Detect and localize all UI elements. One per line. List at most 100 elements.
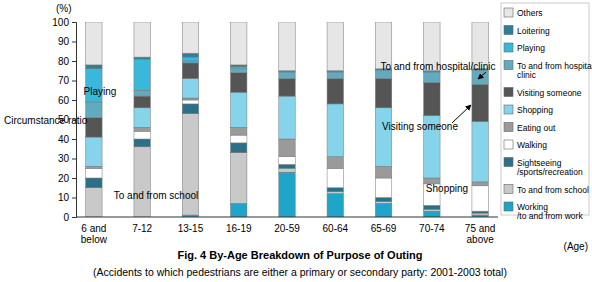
y-tick-mark <box>72 217 76 218</box>
annotation: To and from school <box>114 190 199 201</box>
bar-segment <box>182 22 198 53</box>
bar-segment <box>182 79 198 99</box>
y-tick-mark <box>72 100 76 101</box>
bar-segment <box>134 90 150 96</box>
bar-segment <box>472 182 488 186</box>
bar-segment <box>134 108 150 128</box>
annotations: PlayingTo and from schoolVisiting someon… <box>84 61 496 201</box>
bar-segment <box>182 98 198 100</box>
annotation: To and from hospital/clinic <box>380 61 495 72</box>
bar-segment <box>86 168 102 178</box>
bar-segment <box>182 104 198 114</box>
y-tick-mark <box>72 159 76 160</box>
bar-segment <box>231 153 247 204</box>
y-tick-label: 10 <box>58 192 70 203</box>
bar-segment <box>375 203 391 217</box>
bar-segment <box>327 104 343 157</box>
y-tick-label: 60 <box>58 95 70 106</box>
bar-segment <box>327 157 343 169</box>
bar-segment <box>327 188 343 192</box>
y-tick-label: 80 <box>58 56 70 67</box>
bar-segment <box>472 186 488 211</box>
bar-segment <box>134 96 150 108</box>
bar-segment <box>86 137 102 166</box>
x-tick-label: 65-69 <box>371 223 397 234</box>
bar-segment <box>134 59 150 90</box>
y-tick-label: 40 <box>58 134 70 145</box>
y-tick: 90 <box>58 36 76 47</box>
bar-segment <box>327 168 343 188</box>
bar-segment <box>279 157 295 165</box>
legend-swatch <box>504 26 513 35</box>
bar-segment <box>182 100 198 104</box>
y-tick-mark <box>72 22 76 23</box>
x-tick: 20-59 <box>274 223 300 234</box>
y-tick-label: 90 <box>58 36 70 47</box>
y-tick-mark <box>72 42 76 43</box>
bar-segment <box>375 166 391 178</box>
annotation: Shopping <box>426 183 468 194</box>
y-axis-title: Circumstance ratio <box>4 115 88 126</box>
legend-label: Walking <box>517 140 547 150</box>
legend-label: Visiting someone <box>517 88 582 98</box>
bar-segment <box>375 108 391 167</box>
y-tick: 20 <box>58 173 76 184</box>
bar-segment <box>231 135 247 143</box>
bar-segment <box>424 82 440 115</box>
bar-segment <box>182 57 198 61</box>
bar-segment <box>375 201 391 203</box>
bar-segment <box>86 178 102 188</box>
x-tick-label: 20-59 <box>274 223 300 234</box>
bar-segment <box>472 121 488 181</box>
bar-segment <box>327 71 343 73</box>
bar-segment <box>279 164 295 168</box>
annotation: Visiting someone <box>382 121 458 132</box>
x-tick-label: 70-74 <box>419 223 445 234</box>
x-tick-label: 60-64 <box>322 223 348 234</box>
bar-segment <box>134 139 150 147</box>
y-tick: 40 <box>58 134 76 145</box>
x-tick: 60-64 <box>322 223 348 234</box>
x-tick: 13-15 <box>178 223 204 234</box>
bar-segment <box>472 84 488 121</box>
y-tick-mark <box>72 61 76 62</box>
bar-segment <box>279 172 295 217</box>
x-axis: 6 andbelow7-1213-1516-1920-5960-6465-697… <box>76 217 498 245</box>
bar-segment <box>472 213 488 215</box>
x-tick: 75 andabove <box>465 223 496 245</box>
bar-segment <box>182 61 198 63</box>
bars <box>86 22 489 217</box>
legend-swatch <box>504 185 513 194</box>
bar-segment <box>375 198 391 202</box>
bar-segment <box>231 203 247 217</box>
x-tick: 65-69 <box>371 223 397 234</box>
legend-label: Playing <box>517 43 545 53</box>
x-tick-label: 7-12 <box>132 223 152 234</box>
bar-segment <box>472 211 488 213</box>
chart: 01020304050607080901006 andbelow7-1213-1… <box>0 0 592 282</box>
y-tick: 0 <box>63 212 76 223</box>
y-tick-label: 0 <box>63 212 69 223</box>
legend-label: Others <box>517 8 543 18</box>
legend-swatch <box>504 158 513 167</box>
legend-swatch <box>504 123 513 132</box>
bar-segment <box>424 211 440 217</box>
x-tick-label: 13-15 <box>178 223 204 234</box>
bar-segment <box>86 102 102 118</box>
legend-label: Eating out <box>517 123 556 133</box>
x-tick: 70-74 <box>419 223 445 234</box>
y-tick: 10 <box>58 192 76 203</box>
legend-label: Loitering <box>517 26 550 36</box>
bar-segment <box>327 22 343 71</box>
legend-swatch <box>504 140 513 149</box>
bar-segment <box>231 73 247 93</box>
y-tick: 30 <box>58 153 76 164</box>
bar-segment <box>86 166 102 168</box>
bar-segment <box>134 147 150 217</box>
bar-segment <box>134 22 150 57</box>
legend-swatch <box>504 88 513 97</box>
bar-segment <box>279 96 295 139</box>
legend-frame <box>501 3 589 215</box>
bar-segment <box>86 118 102 138</box>
legend-label: To and from hospital/clinic <box>517 61 592 80</box>
